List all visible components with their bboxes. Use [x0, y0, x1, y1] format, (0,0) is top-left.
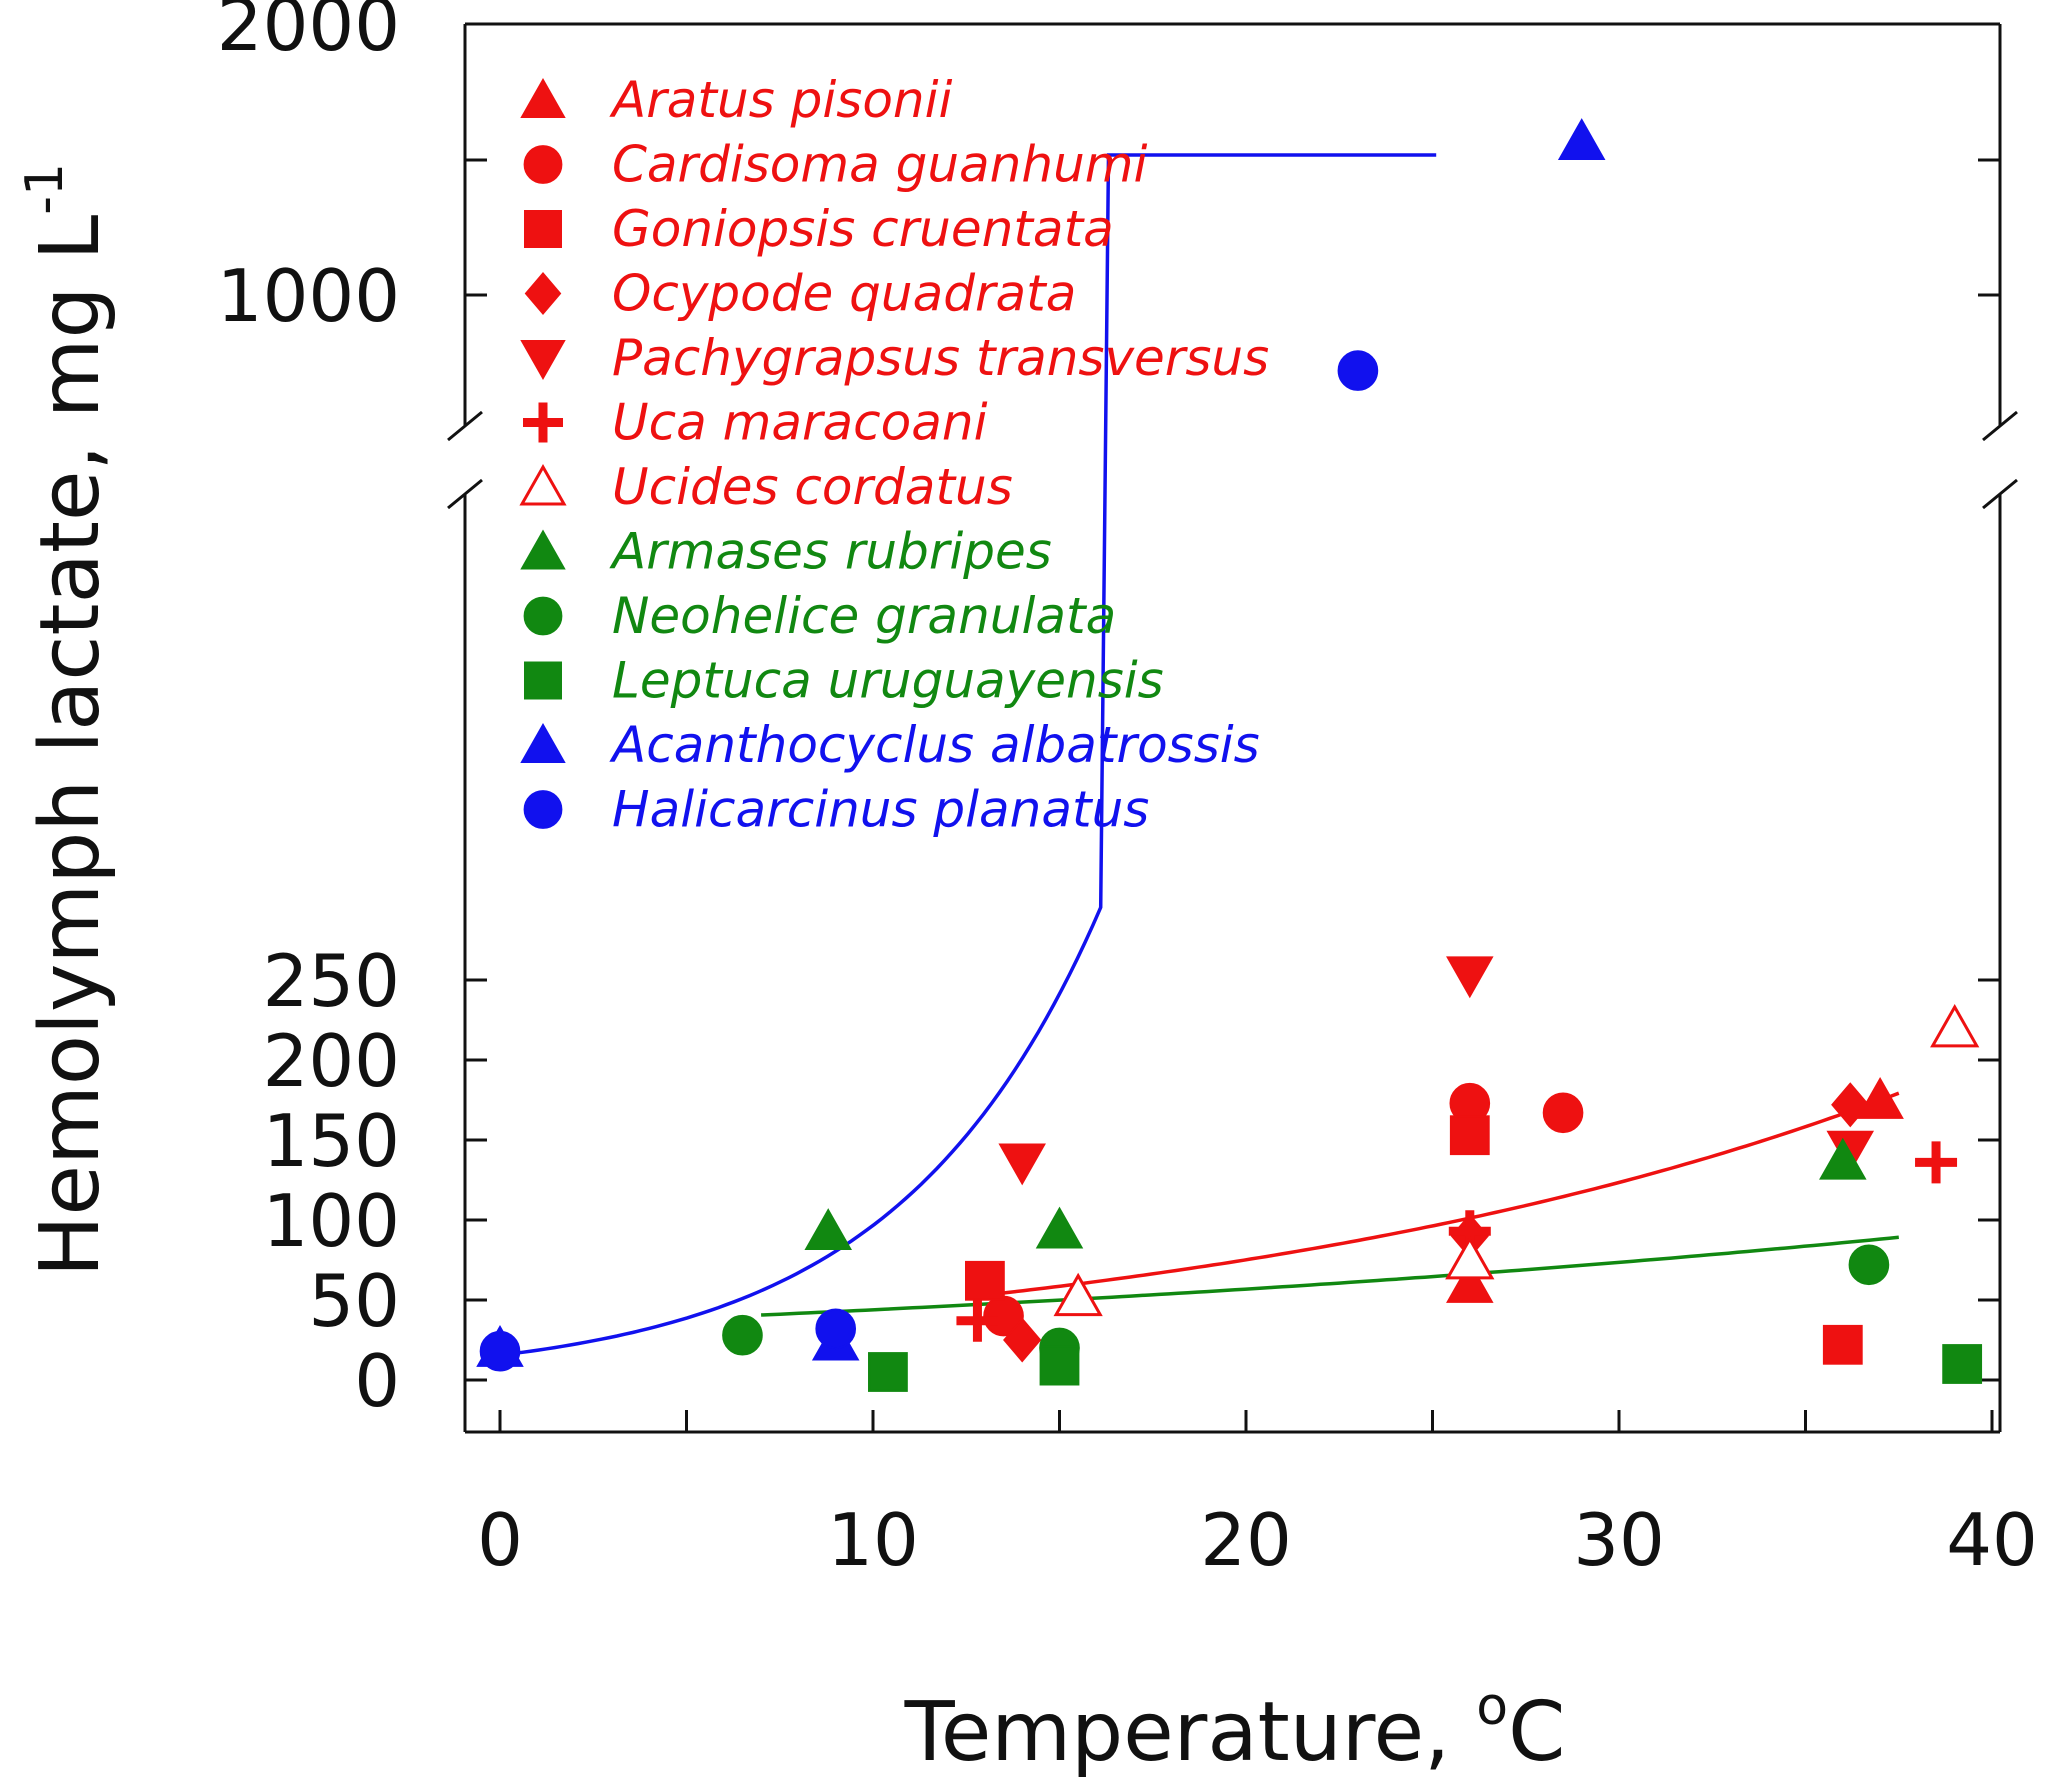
legend-marker — [524, 661, 562, 700]
legend-marker — [520, 340, 566, 381]
legend-label: Goniopsis cruentata — [612, 200, 1114, 258]
legend-marker — [519, 463, 567, 506]
data-point — [868, 1352, 908, 1392]
axis-break-mark-left — [447, 410, 483, 442]
y-tick-label: 0 — [354, 1339, 400, 1423]
legend-marker — [524, 210, 562, 248]
legend-marker — [523, 596, 563, 636]
data-point — [1542, 1092, 1584, 1134]
x-tick-label: 0 — [477, 1498, 523, 1582]
data-point — [1822, 1324, 1863, 1365]
axis-break-mark-right — [1982, 410, 2018, 442]
legend-label: Neohelice granulata — [612, 587, 1116, 645]
data-point — [722, 1314, 763, 1356]
legend-label: Ocypode quadrata — [612, 265, 1076, 323]
legend-label: Aratus pisonii — [609, 71, 952, 129]
x-tick-label: 40 — [1946, 1498, 2038, 1582]
data-point — [1449, 1115, 1490, 1156]
data-point — [1446, 956, 1494, 999]
legend-marker — [520, 77, 566, 118]
legend-label: Uca maracoani — [612, 394, 988, 452]
legend: Aratus pisonii Cardisoma guanhumi Goniopsi… — [519, 71, 1269, 839]
data-point — [1848, 1244, 1890, 1286]
data-point — [1003, 1317, 1042, 1363]
x-axis-title: Temperature, oC — [904, 1677, 1566, 1780]
data-point — [1039, 1345, 1080, 1386]
plot-frame — [447, 22, 2018, 1434]
legend-label: Cardisoma guanhumi — [612, 136, 1147, 194]
legend-marker — [520, 529, 566, 570]
legend-marker — [523, 402, 563, 443]
data-point — [1446, 1260, 1494, 1303]
data-point — [1445, 1235, 1495, 1280]
data-point — [965, 1260, 1005, 1301]
data-point — [1856, 1076, 1904, 1119]
legend-label: Pachygrapsus transversus — [612, 329, 1269, 387]
legend-label: Leptuca uruguayensis — [612, 652, 1164, 710]
data-point — [1557, 118, 1606, 160]
y-tick-label: 2000 — [217, 0, 400, 67]
y-tick-label: 250 — [263, 939, 400, 1023]
data-point — [998, 1143, 1046, 1186]
data-point — [1053, 1272, 1103, 1317]
fit-curve-red — [984, 1091, 1900, 1297]
data-point — [1819, 1137, 1867, 1180]
x-tick-label: 20 — [1200, 1498, 1292, 1582]
data-point — [1831, 1082, 1870, 1128]
legend-marker — [520, 722, 566, 763]
data-points — [476, 118, 1983, 1392]
fit-curve-green — [761, 1235, 1899, 1317]
y-tick-label: 1000 — [217, 254, 400, 338]
y-tick-label: 150 — [263, 1099, 400, 1183]
fit-curves — [499, 153, 1900, 1357]
legend-label: Armases rubripes — [609, 523, 1052, 581]
legend-label: Halicarcinus planatus — [612, 781, 1149, 839]
data-point — [1915, 1141, 1958, 1184]
data-point — [815, 1308, 857, 1350]
axis-break-mark-left-2 — [447, 478, 483, 510]
y-tick-label: 50 — [308, 1259, 400, 1343]
y-tick-label: 100 — [263, 1179, 400, 1263]
legend-label: Ucides cordatus — [612, 458, 1013, 516]
data-point — [479, 1330, 521, 1372]
data-point — [804, 1208, 853, 1251]
data-point — [1942, 1344, 1983, 1384]
data-point — [956, 1299, 999, 1342]
y-tick-label: 200 — [263, 1019, 400, 1103]
data-point — [1035, 1206, 1084, 1249]
legend-label: Acanthocyclus albatrossis — [609, 716, 1260, 774]
x-tick-label: 10 — [827, 1498, 919, 1582]
axis-break-mark-right-2 — [1982, 478, 2018, 510]
fit-curve-blue — [499, 153, 1437, 1357]
legend-marker — [524, 271, 562, 316]
y-axis-title: Hemolymph lactate, mg L-1 — [15, 163, 118, 1277]
legend-marker — [523, 790, 563, 829]
data-point — [1337, 350, 1379, 391]
data-point — [1930, 1003, 1980, 1048]
legend-marker — [523, 145, 563, 184]
x-tick-label: 30 — [1573, 1498, 1665, 1582]
